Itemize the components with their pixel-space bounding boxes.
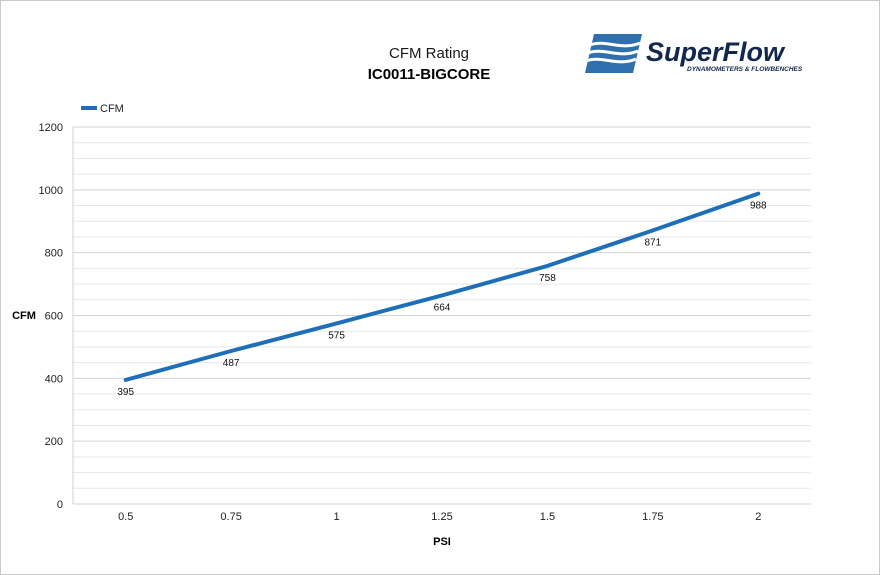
y-axis-label: CFM [12, 310, 36, 322]
data-point [546, 265, 548, 267]
brand-logo: SuperFlow DYNAMOMETERS & FLOWBENCHES [585, 34, 803, 73]
y-tick-label: 200 [45, 436, 63, 448]
data-label: 395 [117, 387, 134, 398]
x-tick-label: 1.75 [642, 511, 663, 523]
data-label: 664 [434, 302, 451, 313]
x-tick-label: 1.5 [540, 511, 555, 523]
data-label: 758 [539, 273, 556, 284]
data-label: 575 [328, 330, 345, 341]
brand-mark-icon [585, 34, 642, 73]
x-tick-label: 0.75 [220, 511, 241, 523]
data-point [336, 322, 338, 324]
legend-label: CFM [100, 103, 124, 115]
y-tick-label: 800 [45, 248, 63, 260]
y-axis: 0 200 400 600 800 1000 1200 [39, 122, 63, 511]
y-tick-label: 1200 [39, 122, 63, 134]
data-label: 988 [750, 201, 767, 212]
chart-title: CFM Rating [389, 45, 469, 62]
y-tick-label: 600 [45, 311, 63, 323]
data-point [652, 229, 654, 231]
x-tick-label: 1 [334, 511, 340, 523]
data-label: 871 [645, 237, 662, 248]
x-axis: 0.5 0.75 1 1.25 1.5 1.75 2 [118, 511, 761, 523]
brand-tagline: DYNAMOMETERS & FLOWBENCHES [687, 66, 803, 73]
data-labels: 395 487 575 664 758 871 988 [117, 201, 767, 398]
data-point [441, 294, 443, 296]
data-point [125, 379, 127, 381]
series-cfm [123, 191, 761, 382]
legend: CFM [81, 103, 124, 115]
x-tick-label: 1.25 [431, 511, 452, 523]
brand-name: SuperFlow [646, 37, 786, 67]
data-point [757, 193, 759, 195]
y-tick-label: 400 [45, 373, 63, 385]
y-tick-label: 0 [57, 499, 63, 511]
grid [72, 126, 811, 505]
x-tick-label: 2 [755, 511, 761, 523]
data-label: 487 [223, 358, 240, 369]
x-tick-label: 0.5 [118, 511, 133, 523]
y-tick-label: 1000 [39, 185, 63, 197]
chart-subtitle: IC0011-BIGCORE [368, 66, 491, 83]
data-point [230, 350, 232, 352]
x-axis-label: PSI [433, 536, 451, 548]
